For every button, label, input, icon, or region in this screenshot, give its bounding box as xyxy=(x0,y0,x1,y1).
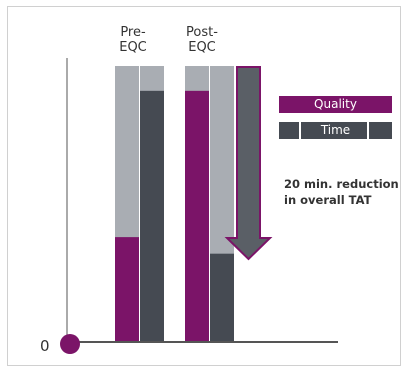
category-label-post-eqc: Post- EQC xyxy=(186,25,218,55)
legend-time: Time xyxy=(279,122,392,139)
legend-quality-label: Quality xyxy=(314,97,357,111)
legend-time-divider xyxy=(367,122,369,139)
legend-time-divider xyxy=(299,122,301,139)
bar-quality-0 xyxy=(115,237,139,342)
tat-reduction-annotation: 20 min. reduction in overall TAT xyxy=(284,176,406,208)
reduction-arrow xyxy=(224,66,273,261)
origin-marker xyxy=(60,334,80,354)
bar-quality-1 xyxy=(185,90,209,342)
legend-time-label: Time xyxy=(320,123,351,137)
y-tick-label-zero: 0 xyxy=(40,337,50,355)
annotation-text: 20 min. reduction in overall TAT xyxy=(284,177,399,207)
legend-quality: Quality xyxy=(279,96,392,113)
chart-frame xyxy=(7,6,401,366)
bar-time-1 xyxy=(210,253,234,342)
bar-time-0 xyxy=(140,90,164,342)
category-label-pre-eqc: Pre- EQC xyxy=(119,25,147,55)
